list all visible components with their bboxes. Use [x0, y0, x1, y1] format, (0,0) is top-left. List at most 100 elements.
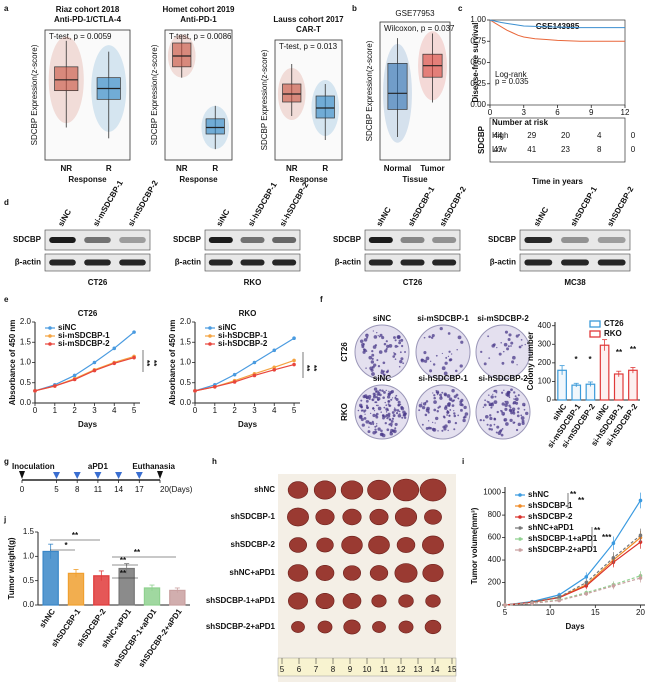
colony: [453, 412, 456, 415]
colony: [487, 400, 490, 404]
blot-band: [240, 237, 265, 243]
colony: [377, 406, 382, 411]
x-tick-label: 0: [193, 406, 198, 415]
legend-marker: [48, 326, 52, 330]
blot-row-label: SDCBP: [333, 235, 362, 244]
stat-label: Wilcoxon, p = 0.037: [384, 24, 455, 33]
colony: [376, 331, 378, 334]
colony: [521, 421, 525, 425]
legend-label: CT26: [604, 319, 624, 328]
bar: [67, 572, 85, 606]
point: [503, 603, 507, 607]
colony: [504, 403, 508, 408]
colony: [377, 404, 379, 407]
colony: [444, 405, 448, 408]
colony: [390, 398, 393, 401]
colony: [403, 416, 407, 419]
colony: [372, 330, 375, 332]
x-tick-label: Tumor: [420, 164, 444, 173]
colony: [508, 333, 512, 337]
colony: [387, 399, 391, 403]
colony: [449, 358, 453, 362]
tumor: [394, 507, 418, 527]
arrow: [157, 471, 163, 479]
x-tick-label: shNC: [38, 607, 57, 629]
series-line: [489, 19, 625, 29]
risk-count: 41: [527, 145, 536, 154]
colony: [479, 418, 482, 422]
point: [232, 380, 237, 384]
significance: **: [309, 365, 318, 372]
tumor: [425, 594, 441, 608]
colony: [375, 404, 378, 407]
blot-row-label: β-actin: [335, 258, 361, 267]
colony: [369, 412, 372, 415]
colony: [464, 412, 469, 416]
x-tick-label: 2: [72, 406, 77, 415]
colony: [394, 427, 397, 430]
y-tick-label: 0.5: [23, 576, 35, 585]
x-tick-label: 9: [589, 108, 594, 117]
legend-label: si-mSDCBP-2: [58, 339, 110, 348]
colony: [375, 414, 378, 417]
significance: **: [149, 360, 158, 367]
tumor: [422, 563, 444, 583]
blot-band: [432, 259, 457, 266]
tumor: [422, 535, 444, 555]
blot-membrane: [519, 229, 631, 251]
colony: [384, 422, 387, 425]
colony: [441, 352, 443, 355]
colony: [506, 347, 510, 351]
significance: **: [142, 360, 151, 367]
colony: [380, 411, 382, 413]
tumor: [289, 537, 307, 553]
colony: [500, 433, 504, 437]
colony: [433, 396, 436, 400]
stat-label: T-test, p = 0.0059: [49, 32, 112, 41]
timeline-start-label: Inoculation: [12, 462, 55, 471]
legend-marker: [208, 342, 212, 346]
legend-marker: [518, 515, 522, 519]
colony: [494, 389, 496, 392]
colony: [505, 422, 509, 426]
colony: [524, 343, 526, 346]
box: [54, 66, 79, 92]
lane-label: siNC: [215, 208, 232, 228]
colony: [368, 355, 373, 360]
colony: [373, 335, 378, 339]
photo-label: siNC: [373, 374, 391, 383]
legend-swatch: [589, 320, 601, 328]
colony: [373, 409, 376, 412]
colony: [382, 361, 386, 365]
panel-letter: d: [4, 198, 9, 207]
colony: [447, 429, 449, 432]
box: [282, 83, 302, 103]
colony: [384, 401, 386, 404]
colony: [510, 341, 514, 345]
colony: [427, 420, 430, 422]
point: [584, 591, 589, 596]
colony: [374, 430, 378, 434]
colony: [426, 408, 428, 410]
x-tick-label: 5: [292, 406, 297, 415]
colony: [376, 390, 380, 394]
colony: [504, 400, 507, 403]
row-label: shSDCBP-2+aPD1: [206, 622, 276, 631]
colony: [460, 398, 464, 402]
legend-marker: [518, 504, 522, 508]
colony: [458, 398, 460, 400]
y-tick-label: 400: [538, 321, 552, 330]
chart-title: Riaz cohort 2018: [56, 5, 120, 14]
point: [53, 384, 57, 388]
colony: [360, 417, 364, 422]
blot-band: [432, 237, 457, 243]
colony: [381, 335, 385, 340]
lane-label: si-hSDCBP-1: [246, 180, 279, 228]
colony: [398, 341, 402, 345]
tumor: [287, 507, 309, 527]
risk-count: 8: [597, 145, 602, 154]
colony: [429, 427, 432, 430]
panel-letter: e: [4, 295, 9, 304]
colony: [496, 392, 498, 394]
colony: [517, 394, 520, 397]
